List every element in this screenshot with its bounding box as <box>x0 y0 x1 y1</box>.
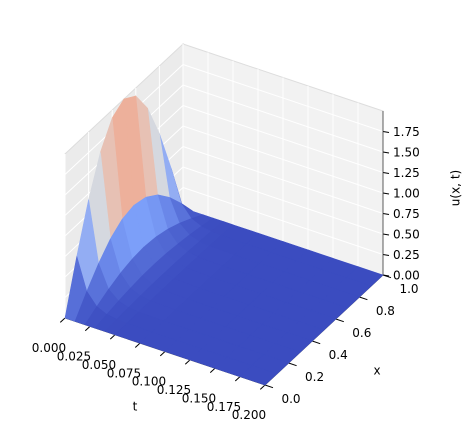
z-tick-label: 0.00 <box>393 269 420 283</box>
grid-line <box>182 105 384 173</box>
tick-mark <box>264 384 274 389</box>
surface <box>64 95 384 386</box>
t-tick-label: 0.125 <box>157 383 191 397</box>
tick-mark <box>109 334 116 340</box>
tick-mark <box>382 213 390 215</box>
tick-mark <box>84 326 91 332</box>
tick-mark <box>259 384 266 390</box>
surface-patch <box>239 365 278 386</box>
tick-mark <box>382 274 390 277</box>
tick-mark <box>159 351 166 357</box>
t-tick-label: 0.025 <box>57 350 91 364</box>
x-tick-label: 0.4 <box>329 348 348 362</box>
tick-mark <box>382 254 390 256</box>
z-tick-label: 0.50 <box>393 228 420 242</box>
grid-line <box>182 125 384 194</box>
t-axis-label: t <box>133 400 138 414</box>
t-tick-label: 0.200 <box>232 408 266 422</box>
t-tick-label: 0.050 <box>82 358 116 372</box>
x-tick-label: 0.8 <box>376 304 395 318</box>
x-tick-label: 0.0 <box>281 392 300 406</box>
tick-mark <box>59 317 66 323</box>
tick-mark <box>234 376 241 382</box>
tick-mark <box>382 131 390 133</box>
axes-3d: 0.0000.0250.0500.0750.1000.1250.1500.175… <box>32 42 420 422</box>
z-tick-label: 0.25 <box>393 248 420 262</box>
tick-mark <box>184 359 191 365</box>
t-tick-label: 0.075 <box>107 366 141 380</box>
z-tick-label: 1.75 <box>393 125 420 139</box>
z-tick-label: 1.50 <box>393 146 420 160</box>
tick-mark <box>134 342 141 348</box>
t-tick-label: 0.000 <box>32 341 66 355</box>
tick-mark <box>382 151 390 154</box>
tick-mark <box>382 233 390 236</box>
t-tick-label: 0.175 <box>207 400 241 414</box>
z-tick-label: 1.25 <box>393 166 420 180</box>
tick-mark <box>288 362 297 367</box>
tick-mark <box>209 367 216 374</box>
x-tick-label: 1.0 <box>399 282 418 296</box>
x-axis-label: x <box>373 364 380 378</box>
tick-mark <box>359 296 368 301</box>
tick-mark <box>312 340 321 345</box>
z-tick-label: 0.75 <box>393 207 420 221</box>
t-tick-label: 0.150 <box>182 391 216 405</box>
grid-line <box>182 146 384 214</box>
grid-line <box>182 166 384 235</box>
t-tick-label: 0.100 <box>132 375 166 389</box>
grid-line <box>182 84 384 153</box>
z-axis-label: u(x, t) <box>449 170 463 206</box>
tick-mark <box>382 192 390 195</box>
x-tick-label: 0.6 <box>352 326 371 340</box>
tick-mark <box>335 318 344 323</box>
grid-line <box>182 64 384 132</box>
z-tick-label: 1.00 <box>393 187 420 201</box>
tick-mark <box>382 172 390 174</box>
grid-line <box>182 187 384 255</box>
x-tick-label: 0.2 <box>305 370 324 384</box>
